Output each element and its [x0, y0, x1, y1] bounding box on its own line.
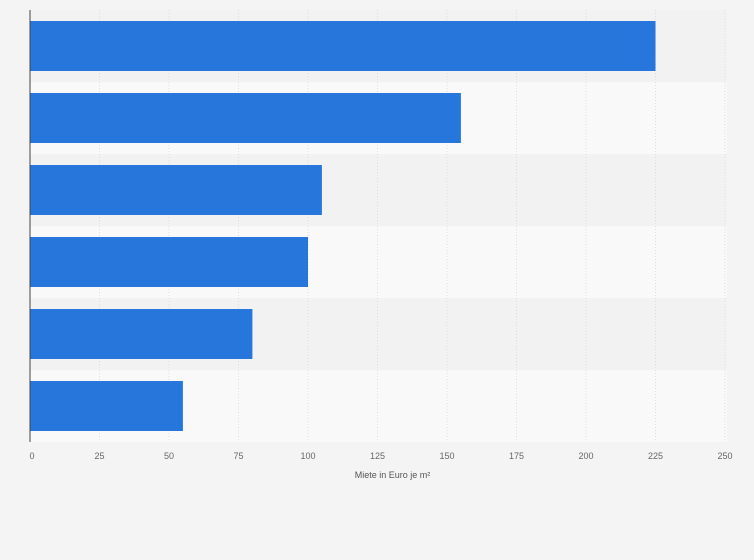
- x-tick-label: 25: [94, 451, 104, 461]
- bar[interactable]: [30, 21, 656, 71]
- bar[interactable]: [30, 93, 461, 143]
- x-tick-label: 150: [439, 451, 454, 461]
- x-tick-label: 250: [717, 451, 732, 461]
- bar[interactable]: [30, 237, 308, 287]
- bar[interactable]: [30, 165, 322, 215]
- row-bands: [30, 10, 727, 442]
- bar[interactable]: [30, 381, 183, 431]
- x-tick-label: 50: [164, 451, 174, 461]
- x-tick-label: 175: [509, 451, 524, 461]
- x-axis-title: Miete in Euro je m²: [355, 470, 431, 480]
- grid-lines: [99, 10, 726, 442]
- x-tick-label: 125: [370, 451, 385, 461]
- x-tick-label: 100: [300, 451, 315, 461]
- x-tick-label: 75: [233, 451, 243, 461]
- x-tick-label: 225: [648, 451, 663, 461]
- x-tick-label: 0: [29, 451, 34, 461]
- x-axis-ticks: 0 25 50 75 100 125 150 175 200 225 250: [29, 451, 732, 461]
- x-tick-label: 200: [578, 451, 593, 461]
- bars: [30, 21, 656, 431]
- bar[interactable]: [30, 309, 253, 359]
